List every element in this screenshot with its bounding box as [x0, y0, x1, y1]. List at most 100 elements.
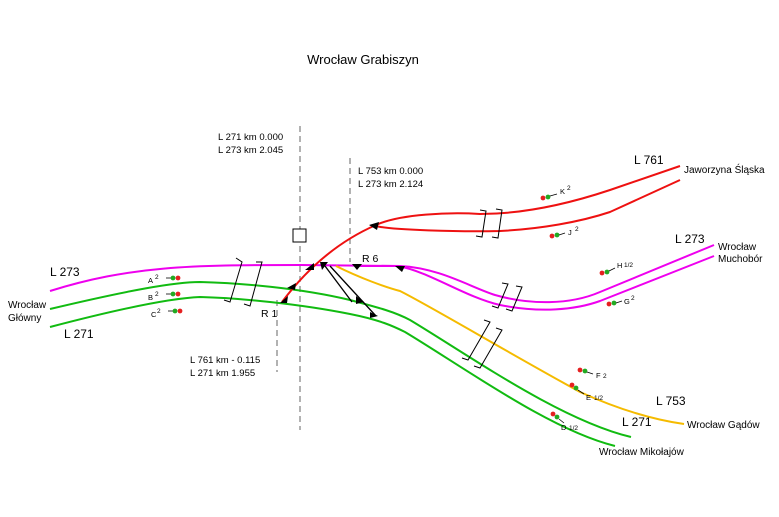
signal-index: 2: [157, 308, 161, 315]
track-l761-second: [375, 179, 681, 233]
switch-markers: [280, 222, 405, 318]
track-l271: [49, 280, 632, 447]
junction-r1-label: R 1: [261, 308, 278, 320]
line-label-l273-east: L 273: [675, 232, 705, 246]
destination-muchobor-line2: Muchobór: [718, 254, 763, 265]
signal-green-lamp: [170, 275, 176, 281]
signal-index: 2: [575, 226, 579, 233]
signal-letter: C: [151, 310, 157, 319]
line-label-l753-east: L 753: [656, 394, 686, 408]
signal-red-lamp: [540, 195, 546, 201]
destination-wroclaw-glowny-line1: Wrocław: [8, 300, 47, 311]
signal-green-lamp: [573, 385, 579, 391]
signal-index: 2: [155, 274, 159, 281]
crossover-1: [329, 265, 377, 317]
bridges: [223, 208, 523, 369]
signal-red-lamp: [175, 275, 181, 281]
signal-red-lamp: [550, 411, 556, 417]
junction-r6-label: R 6: [362, 253, 379, 265]
signal-red-lamp: [569, 382, 575, 388]
signal-red-lamp: [177, 308, 183, 314]
km-line: L 271 km 1.955: [190, 368, 255, 379]
track-l273: [49, 244, 715, 311]
signal-letter: K: [560, 187, 565, 196]
signal-green-lamp: [170, 291, 176, 297]
bridge-l761: [475, 208, 503, 239]
signal-letter: D: [561, 423, 567, 432]
signal-letter: G: [624, 297, 630, 306]
km-block-top-left: L 271 km 0.000 L 273 km 2.045: [218, 132, 283, 156]
line-label-l273-west: L 273: [50, 265, 80, 279]
track-l761-main: [281, 165, 681, 303]
track-l753: [335, 265, 685, 425]
signal-letter: J: [568, 228, 572, 237]
bridge-l271: [461, 319, 503, 369]
switch-marker: [280, 296, 288, 303]
line-label-l761-east: L 761: [634, 153, 664, 167]
signal-d: D 1/2: [550, 411, 578, 432]
switch-marker: [356, 296, 364, 304]
km-line: L 753 km 0.000: [358, 166, 423, 177]
signal-green-lamp: [582, 368, 588, 374]
signal-index: 1/2: [569, 425, 578, 432]
signal-a: A 2: [148, 274, 181, 285]
crossover-2: [324, 265, 353, 303]
km-line: L 761 km - 0.115: [190, 355, 260, 366]
signal-red-lamp: [599, 270, 605, 276]
signal-letter: E: [586, 393, 591, 402]
signal-k: K 2: [540, 185, 571, 201]
km-line: L 271 km 0.000: [218, 132, 283, 143]
signal-index: 2: [567, 185, 571, 192]
bridge-west: [223, 257, 263, 307]
signal-c: C 2: [151, 308, 183, 319]
signal-green-lamp: [554, 232, 560, 238]
switch-marker: [305, 263, 314, 270]
signal-red-lamp: [577, 367, 583, 373]
destination-mikolajow: Wrocław Mikołajów: [599, 447, 685, 458]
signal-e: E 1/2: [569, 382, 603, 402]
track-l271-south: [49, 295, 616, 447]
signal-green-lamp: [172, 308, 178, 314]
bridge-l273: [491, 282, 523, 312]
signal-index: 1/2: [594, 395, 603, 402]
signal-letter: F: [596, 371, 601, 380]
signal-letter: A: [148, 276, 153, 285]
track-l273-main: [49, 244, 715, 304]
km-line: L 273 km 2.045: [218, 145, 283, 156]
destination-jaworzyna: Jaworzyna Śląska: [684, 163, 765, 176]
signal-green-lamp: [545, 194, 551, 200]
crossovers: [324, 265, 377, 317]
km-block-bottom: L 761 km - 0.115 L 271 km 1.955: [190, 355, 260, 379]
signal-red-lamp: [175, 291, 181, 297]
switch-marker: [352, 264, 362, 270]
signal-h: H 1/2: [599, 261, 633, 276]
switch-marker: [395, 266, 405, 272]
signal-red-lamp: [549, 233, 555, 239]
diagram-title: Wrocław Grabiszyn: [307, 52, 419, 67]
signal-b: B 2: [148, 291, 181, 302]
signal-green-lamp: [611, 300, 617, 306]
switch-marker: [369, 222, 379, 230]
station-building: [292, 228, 307, 243]
destination-muchobor-line1: Wrocław: [718, 242, 757, 253]
switch-marker: [287, 283, 296, 290]
signal-g: G 2: [606, 295, 635, 307]
signal-letter: B: [148, 293, 153, 302]
signal-green-lamp: [554, 414, 560, 420]
signal-index: 2: [631, 295, 635, 302]
track-l761: [281, 165, 681, 303]
signal-f: F 2: [577, 367, 607, 380]
signal-index: 2: [603, 373, 607, 380]
signal-index: 1/2: [624, 262, 633, 269]
switch-marker: [320, 262, 328, 270]
signal-red-lamp: [606, 301, 612, 307]
switch-marker: [370, 312, 378, 318]
line-label-l271-west: L 271: [64, 327, 94, 341]
km-block-top-right: L 753 km 0.000 L 273 km 2.124: [358, 166, 423, 190]
destination-gadow: Wrocław Gądów: [687, 420, 760, 431]
signal-index: 2: [155, 291, 159, 298]
destination-wroclaw-glowny-line2: Główny: [8, 313, 41, 324]
line-label-l271-east: L 271: [622, 415, 652, 429]
signal-green-lamp: [604, 269, 610, 275]
